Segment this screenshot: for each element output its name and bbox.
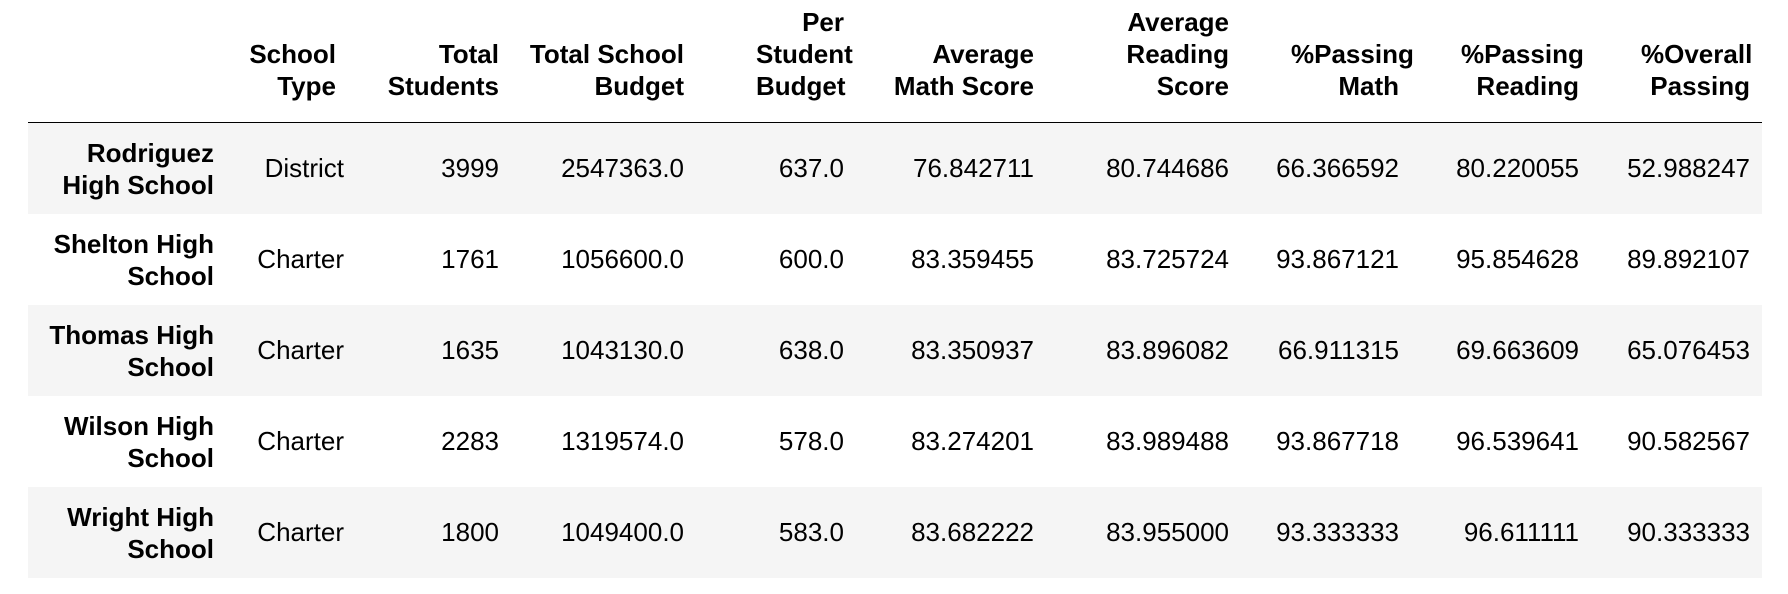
column-header-passing-reading[interactable]: %Passing Reading bbox=[1411, 6, 1591, 123]
cell-average-reading-score: 80.744686 bbox=[1106, 153, 1229, 183]
cell-passing-reading: 69.663609 bbox=[1456, 335, 1579, 365]
cell-passing-math: 93.867718 bbox=[1276, 426, 1399, 456]
school-summary-table: School Type Total Students Total School … bbox=[28, 6, 1762, 578]
cell-total-students: 1761 bbox=[441, 244, 499, 274]
column-header-average-reading-score[interactable]: Average Reading Score bbox=[1046, 6, 1241, 123]
cell-per-student-budget: 578.0 bbox=[778, 426, 844, 456]
column-header-overall-passing[interactable]: %Overall Passing bbox=[1591, 6, 1762, 123]
column-header-total-students[interactable]: Total Students bbox=[356, 6, 511, 123]
cell-per-student-budget: 638.0 bbox=[778, 335, 844, 365]
cell-total-students: 2283 bbox=[441, 426, 499, 456]
cell-average-reading-score: 83.725724 bbox=[1106, 244, 1229, 274]
cell-average-math-score: 83.682222 bbox=[911, 517, 1034, 547]
cell-average-math-score: 83.274201 bbox=[911, 426, 1034, 456]
cell-total-school-budget: 2547363.0 bbox=[561, 153, 684, 183]
row-index-label: Rodriguez High School bbox=[62, 137, 214, 200]
table-row: Shelton High School Charter 1761 1056600… bbox=[28, 214, 1762, 305]
column-header-passing-math[interactable]: %Passing Math bbox=[1241, 6, 1414, 123]
column-header-average-math-score[interactable]: Average Math Score bbox=[856, 6, 1046, 123]
cell-per-student-budget: 583.0 bbox=[778, 517, 844, 547]
table-row: Thomas High School Charter 1635 1043130.… bbox=[28, 305, 1762, 396]
cell-total-students: 1635 bbox=[441, 335, 499, 365]
row-index-label: Shelton High School bbox=[53, 228, 214, 291]
cell-average-reading-score: 83.896082 bbox=[1106, 335, 1229, 365]
cell-overall-passing: 90.582567 bbox=[1627, 426, 1750, 456]
cell-average-math-score: 83.350937 bbox=[911, 335, 1034, 365]
cell-overall-passing: 65.076453 bbox=[1627, 335, 1750, 365]
cell-total-school-budget: 1056600.0 bbox=[561, 244, 684, 274]
table-row: Wilson High School Charter 2283 1319574.… bbox=[28, 396, 1762, 487]
cell-per-student-budget: 600.0 bbox=[778, 244, 844, 274]
column-header-per-student-budget[interactable]: Per Student Budget bbox=[696, 6, 856, 123]
cell-overall-passing: 89.892107 bbox=[1627, 244, 1750, 274]
cell-school-type: Charter bbox=[257, 335, 344, 365]
column-header-total-school-budget[interactable]: Total School Budget bbox=[511, 6, 696, 123]
cell-passing-math: 93.867121 bbox=[1276, 244, 1399, 274]
cell-passing-reading: 80.220055 bbox=[1456, 153, 1579, 183]
cell-per-student-budget: 637.0 bbox=[778, 153, 844, 183]
header-row: School Type Total Students Total School … bbox=[28, 6, 1762, 123]
cell-total-school-budget: 1049400.0 bbox=[561, 517, 684, 547]
cell-passing-reading: 96.611111 bbox=[1463, 517, 1579, 547]
cell-passing-math: 66.366592 bbox=[1276, 153, 1399, 183]
cell-average-math-score: 83.359455 bbox=[911, 244, 1034, 274]
cell-average-reading-score: 83.989488 bbox=[1106, 426, 1229, 456]
cell-total-school-budget: 1043130.0 bbox=[561, 335, 684, 365]
cell-average-reading-score: 83.955000 bbox=[1106, 517, 1229, 547]
cell-school-type: Charter bbox=[257, 517, 344, 547]
cell-school-type: Charter bbox=[257, 244, 344, 274]
row-index-label: Thomas High School bbox=[49, 319, 214, 382]
cell-total-students: 1800 bbox=[441, 517, 499, 547]
row-index-label: Wilson High School bbox=[64, 410, 214, 473]
cell-passing-math: 66.911315 bbox=[1278, 335, 1399, 365]
cell-passing-reading: 96.539641 bbox=[1456, 426, 1579, 456]
cell-total-students: 3999 bbox=[441, 153, 499, 183]
cell-total-school-budget: 1319574.0 bbox=[561, 426, 684, 456]
cell-school-type: Charter bbox=[257, 426, 344, 456]
cell-passing-math: 93.333333 bbox=[1276, 517, 1399, 547]
row-index-label: Wright High School bbox=[67, 501, 214, 564]
table-row: Wright High School Charter 1800 1049400.… bbox=[28, 487, 1762, 578]
index-header bbox=[28, 6, 226, 123]
cell-overall-passing: 90.333333 bbox=[1627, 517, 1750, 547]
cell-average-math-score: 76.842711 bbox=[913, 153, 1034, 183]
column-header-school-type[interactable]: School Type bbox=[226, 6, 356, 123]
cell-school-type: District bbox=[264, 153, 344, 183]
table-row: Rodriguez High School District 3999 2547… bbox=[28, 122, 1762, 214]
cell-passing-reading: 95.854628 bbox=[1456, 244, 1579, 274]
cell-overall-passing: 52.988247 bbox=[1627, 153, 1750, 183]
